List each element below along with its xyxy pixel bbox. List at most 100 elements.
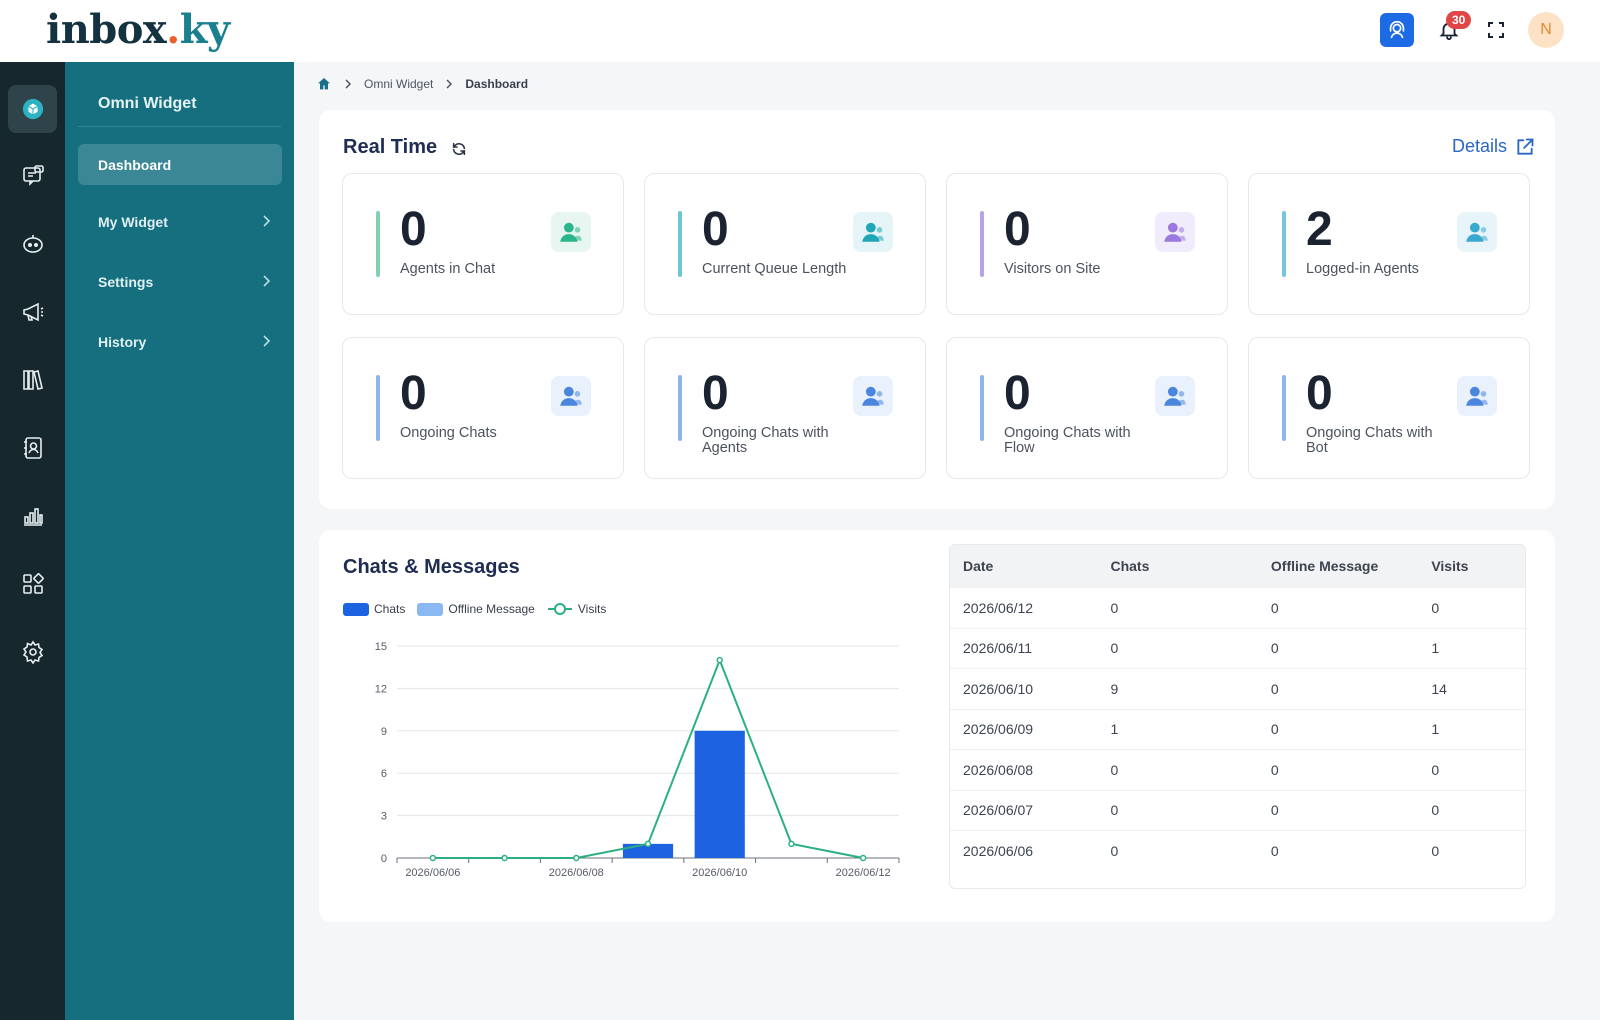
point-visits — [501, 854, 508, 862]
icon-rail — [0, 62, 65, 1020]
stat-value: 0 — [1306, 367, 1333, 420]
chevron-right-icon — [345, 79, 352, 89]
y-tick-label: 9 — [381, 726, 387, 738]
legend-swatch-offline-message — [417, 602, 444, 616]
table-cell: 0 — [1110, 842, 1119, 859]
stat-accent-bar — [1282, 375, 1286, 441]
breadcrumb-item-dashboard: Dashboard — [465, 77, 529, 91]
stat-value: 0 — [702, 203, 729, 256]
rail-item-reports[interactable] — [8, 492, 57, 540]
stat-label: Ongoing Chats with Bot — [1306, 425, 1433, 456]
rail-item-settings[interactable] — [8, 628, 57, 676]
sidebar-item-dashboard[interactable]: Dashboard — [78, 144, 282, 185]
breadcrumb-item-omni-widget[interactable]: Omni Widget — [364, 77, 434, 91]
contacts-icon — [23, 437, 42, 459]
legend-swatch-visits — [547, 603, 572, 615]
x-tick-label: 2026/06/08 — [549, 867, 604, 879]
x-tick-label: 2026/06/10 — [692, 867, 747, 879]
legend-label-visits: Visits — [577, 602, 607, 616]
notification-count-badge: 30 — [1446, 11, 1472, 29]
line-visits — [432, 657, 864, 859]
rail-item-conversations[interactable] — [8, 152, 57, 200]
agent-status-button[interactable] — [1380, 13, 1414, 47]
rail-item-knowledge-base[interactable] — [8, 356, 57, 404]
library-icon — [22, 370, 43, 390]
real-time-card: Real Time Details 0 Agents in Chat 0 Curren… — [319, 110, 1555, 509]
stat-label: Ongoing Chats with Flow — [1004, 425, 1131, 456]
sidebar-item-settings[interactable]: Settings — [78, 261, 282, 302]
y-tick-label: 3 — [381, 811, 387, 823]
stat-label: Ongoing Chats — [400, 425, 497, 441]
logo[interactable]: inbox.ky — [46, 6, 230, 53]
stat-card: 0 Ongoing Chats with Bot — [1248, 337, 1530, 479]
table-cell: 2026/06/10 — [963, 680, 1034, 697]
table-cell: 1 — [1110, 721, 1119, 738]
chevron-right-icon — [446, 79, 453, 89]
point-visits — [573, 854, 580, 862]
chats-messages-chart: 0 3 6 9 12 15 2026/06/06 2026/06/08 2026/06/10 20… — [375, 641, 900, 879]
bot-icon — [1457, 376, 1497, 416]
legend-label-offline-message: Offline Message — [448, 602, 535, 616]
table-cell: 0 — [1270, 721, 1279, 738]
column-header-visits[interactable]: Visits — [1431, 558, 1469, 574]
legend-item-offline-message[interactable]: Offline Message — [417, 602, 535, 616]
sidebar-item-history[interactable]: History — [78, 321, 282, 362]
bar-chats — [694, 730, 745, 858]
point-visits — [429, 854, 437, 862]
chevron-right-icon — [263, 335, 271, 347]
table-cell: 2026/06/06 — [963, 842, 1034, 859]
table-cell: 0 — [1431, 599, 1440, 616]
agent-chat-icon — [853, 376, 893, 416]
sidebar-item-label: Settings — [98, 273, 154, 290]
table-cell: 2026/06/11 — [963, 640, 1033, 657]
logo-dot: . — [166, 6, 180, 53]
stat-label: Ongoing Chats with Agents — [702, 425, 829, 456]
table-row: 2026/06/09 1 0 1 — [950, 708, 1525, 750]
sidebar-item-label: History — [98, 333, 147, 350]
table-cell: 0 — [1110, 599, 1119, 616]
sidebar-divider — [78, 126, 281, 127]
agent-headset-icon — [551, 212, 591, 252]
rail-item-apps[interactable] — [8, 560, 57, 608]
legend-swatch-chats — [343, 602, 369, 616]
point-visits — [859, 854, 867, 862]
y-tick-label: 12 — [375, 683, 387, 695]
column-header-date[interactable]: Date — [963, 558, 994, 574]
column-header-chats[interactable]: Chats — [1110, 558, 1150, 574]
table-cell: 2026/06/09 — [963, 721, 1034, 738]
sidebar-item-label: Dashboard — [98, 156, 172, 173]
rail-item-campaigns[interactable] — [8, 288, 57, 336]
notifications-button[interactable]: 30 — [1434, 11, 1472, 47]
legend-item-chats[interactable]: Chats — [343, 602, 405, 616]
stat-card: 0 Agents in Chat — [342, 173, 624, 315]
rail-item-omni-widget[interactable] — [8, 85, 57, 133]
rail-item-contacts[interactable] — [8, 424, 57, 472]
fullscreen-button[interactable] — [1484, 13, 1508, 47]
table-cell: 0 — [1270, 680, 1279, 697]
refresh-icon[interactable] — [451, 141, 467, 157]
legend-item-visits[interactable]: Visits — [547, 602, 606, 616]
table-cell: 0 — [1110, 802, 1119, 819]
chats-messages-title: Chats & Messages — [343, 556, 520, 578]
table-cell: 2026/06/12 — [963, 599, 1034, 616]
users-queue-icon — [853, 212, 893, 252]
rail-item-bot[interactable] — [8, 220, 57, 268]
table-header: Date Chats Offline Message Visits — [950, 545, 1525, 587]
stat-card: 0 Ongoing Chats with Agents — [644, 337, 926, 479]
table-row: 2026/06/06 0 0 0 — [950, 830, 1525, 871]
table-cell: 14 — [1431, 680, 1447, 697]
top-header: inbox.ky 30 N — [0, 0, 1600, 62]
table-cell: 0 — [1431, 761, 1440, 778]
home-icon[interactable] — [316, 76, 332, 92]
stat-label: Logged-in Agents — [1306, 261, 1419, 277]
table-cell: 9 — [1110, 680, 1119, 697]
sidebar-item-my-widget[interactable]: My Widget — [78, 201, 282, 242]
stat-accent-bar — [376, 375, 380, 441]
stat-label: Agents in Chat — [400, 261, 496, 277]
details-link[interactable]: Details — [1452, 136, 1535, 157]
user-avatar[interactable]: N — [1528, 12, 1564, 48]
stat-card: 0 Visitors on Site — [946, 173, 1228, 315]
column-header-offline-message[interactable]: Offline Message — [1270, 558, 1379, 574]
real-time-title: Real Time — [343, 136, 437, 159]
real-time-title-text: Real Time — [343, 136, 438, 158]
